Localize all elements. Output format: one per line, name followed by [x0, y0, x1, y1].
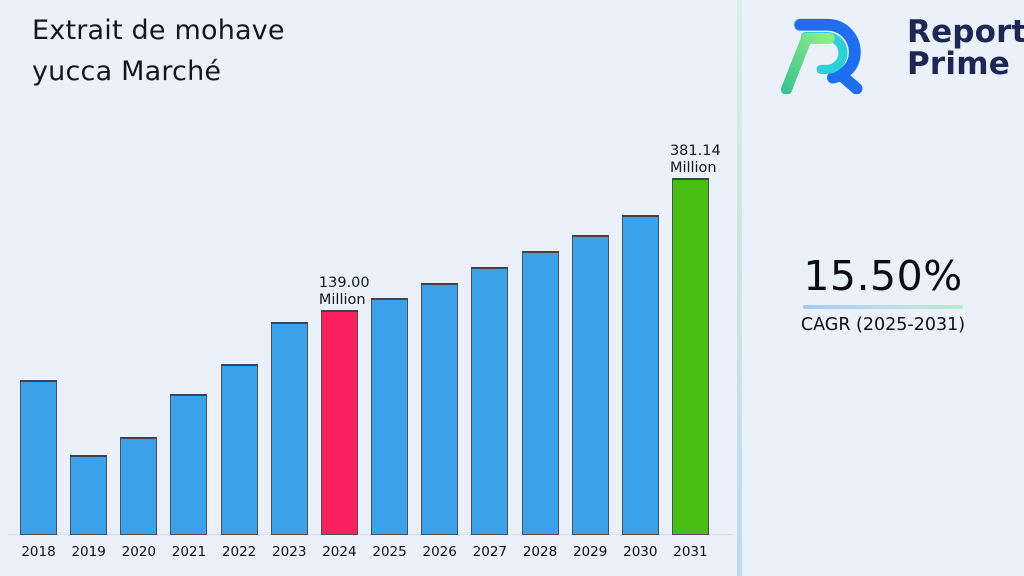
bar-2025: 2025 [371, 298, 409, 560]
bar-2031: 2031 381.14 Million [670, 143, 721, 560]
bar-2023: 2023 [270, 322, 308, 560]
value-label-2031: 381.14 Million [669, 143, 721, 176]
x-axis-line [8, 534, 733, 535]
bar-2021: 2021 [170, 394, 208, 560]
x-tick-2019: 2019 [71, 544, 106, 560]
x-tick-2026: 2026 [422, 544, 457, 560]
bar-2022: 2022 [220, 364, 258, 560]
x-tick-2030: 2030 [623, 544, 658, 560]
chart-title-line1: Extrait de mohave [32, 15, 285, 46]
x-tick-2021: 2021 [171, 544, 207, 560]
cagr-value: 15.50% [803, 252, 963, 300]
report-prime-logo: Report Prime [776, 10, 1024, 96]
cagr-label: CAGR (2025-2031) [800, 315, 966, 335]
bar-2028: 2028 [521, 251, 559, 560]
cagr-block: 15.50% CAGR (2025-2031) [742, 252, 1024, 335]
bar-2027: 2027 [471, 267, 509, 560]
bar-2018: 2018 [20, 380, 57, 560]
cagr-underline [803, 305, 963, 309]
x-tick-2031: 2031 [673, 544, 708, 560]
bar-2029: 2029 [571, 235, 609, 560]
report-prime-logo-text: Report Prime [907, 16, 1024, 80]
x-tick-2022: 2022 [221, 544, 257, 560]
bar-2024: 2024 139.00 Million [319, 275, 370, 560]
chart-panel: Extrait de mohave yucca Marché 2018 2019 2… [0, 10, 737, 560]
x-tick-2018: 2018 [21, 544, 56, 560]
bar-2020: 2020 [120, 437, 158, 560]
bar-2019: 2019 [70, 455, 108, 560]
report-prime-logo-icon [781, 18, 863, 94]
logo-text-line1: Report [907, 14, 1024, 50]
bar-2026: 2026 [421, 283, 459, 560]
chart-title-line2: yucca Marché [32, 56, 222, 87]
value-label-2024: 139.00 Million [318, 275, 370, 308]
info-panel: Report Prime 15.50% CAGR (2025-2031) [742, 0, 1024, 576]
x-tick-2023: 2023 [272, 544, 307, 560]
x-tick-2024: 2024 [322, 544, 357, 560]
chart-title: Extrait de mohave yucca Marché [32, 10, 285, 92]
bar-2030: 2030 [621, 215, 659, 560]
bar-chart: 2018 2019 2020 2021 2022 2023 2024 139.00 Millio… [0, 130, 737, 560]
x-tick-2028: 2028 [522, 544, 558, 560]
x-tick-2025: 2025 [372, 544, 407, 560]
x-tick-2020: 2020 [121, 544, 156, 560]
x-tick-2029: 2029 [572, 544, 608, 560]
x-tick-2027: 2027 [472, 544, 508, 560]
panel-divider [737, 0, 742, 576]
logo-text-line2: Prime [907, 46, 1010, 82]
